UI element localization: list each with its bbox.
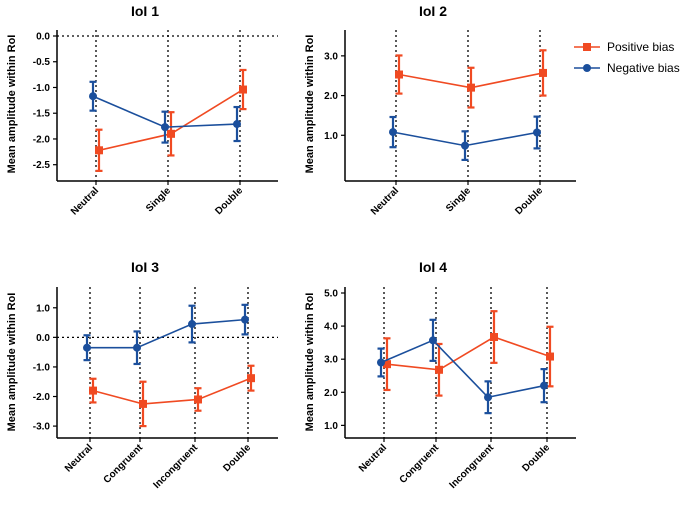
data-point-positive <box>239 85 247 94</box>
data-point-positive <box>139 399 147 408</box>
data-point-negative <box>161 123 169 132</box>
panel-title: IoI 1 <box>131 3 159 19</box>
y-axis-label: Mean amplitude within RoI <box>6 35 18 174</box>
data-point-positive <box>539 68 547 77</box>
y-tick-label: 2.0 <box>324 91 338 102</box>
legend-negative-label: Negative bias <box>607 61 680 75</box>
panel-ioi-2: IoI 2 Mean amplitude within RoI 1.0 2.0 3.… <box>304 3 576 217</box>
y-tick-label: 3.0 <box>324 355 338 366</box>
data-point-negative <box>133 343 141 352</box>
y-tick-label: 1.0 <box>324 131 338 142</box>
data-point-positive <box>194 395 202 404</box>
data-point-positive <box>546 352 554 361</box>
series-line <box>380 339 545 399</box>
y-tick-label: 0.0 <box>36 32 50 43</box>
y-tick-label: -1.0 <box>33 362 51 373</box>
data-point-positive <box>435 365 443 374</box>
x-tick-label: Single <box>144 185 173 214</box>
y-tick-label: -2.0 <box>33 392 51 403</box>
data-point-negative <box>241 315 249 324</box>
x-tick-label: Double <box>221 442 253 474</box>
y-tick-label: 1.0 <box>324 421 338 432</box>
y-tick-label: -2.5 <box>33 160 51 171</box>
x-tick-label: Neutral <box>69 185 101 217</box>
data-point-negative <box>83 343 91 352</box>
data-point-positive <box>383 360 391 369</box>
data-point-negative <box>533 128 541 137</box>
y-tick-label: 0.0 <box>36 333 50 344</box>
data-point-negative <box>484 393 492 402</box>
panel-title: IoI 2 <box>419 3 447 19</box>
y-tick-label: 4.0 <box>324 322 338 333</box>
data-point-negative <box>389 128 397 137</box>
y-tick-label: -0.5 <box>33 57 51 68</box>
y-axis-label: Mean amplitude within RoI <box>304 293 316 432</box>
legend-negative-marker <box>583 64 591 72</box>
x-tick-label: Neutral <box>369 185 401 217</box>
data-point-negative <box>461 141 469 150</box>
data-point-negative <box>188 320 196 329</box>
y-tick-label: 1.0 <box>36 303 50 314</box>
x-tick-label: Neutral <box>63 442 95 474</box>
series-line <box>386 336 551 371</box>
y-tick-label: -1.0 <box>33 83 51 94</box>
series-line <box>92 377 252 405</box>
data-point-positive <box>490 333 498 342</box>
y-tick-label: 2.0 <box>324 388 338 399</box>
panel-ioi-4: IoI 4 Mean amplitude within RoI 1.0 2.0 3.… <box>304 259 576 491</box>
series-line <box>87 318 246 349</box>
x-tick-label: Double <box>213 185 245 217</box>
y-axis-label: Mean amplitude within RoI <box>304 35 316 174</box>
data-point-positive <box>95 146 103 155</box>
legend: Positive bias Negative bias <box>574 40 680 75</box>
legend-positive-marker <box>583 43 591 51</box>
panel-title: IoI 3 <box>131 259 159 275</box>
x-tick-label: Neutral <box>357 442 389 474</box>
x-tick-label: Incongruent <box>447 442 496 491</box>
y-tick-label: -1.5 <box>33 109 51 120</box>
data-point-negative <box>540 381 548 390</box>
y-tick-label: 3.0 <box>324 51 338 62</box>
y-axis-label: Mean amplitude within RoI <box>6 293 18 432</box>
y-tick-label: 5.0 <box>324 289 338 300</box>
data-point-negative <box>429 336 437 345</box>
data-point-negative <box>89 92 97 101</box>
legend-positive-label: Positive bias <box>607 40 674 54</box>
panel-ioi-3: IoI 3 Mean amplitude within RoI 1.0 0.0 -1… <box>6 259 278 491</box>
data-point-positive <box>247 374 255 383</box>
panel-title: IoI 4 <box>419 259 447 275</box>
data-point-positive <box>395 70 403 79</box>
x-tick-label: Congruent <box>398 442 442 486</box>
y-tick-label: -3.0 <box>33 422 51 433</box>
data-point-positive <box>89 386 97 395</box>
x-tick-label: Incongruent <box>151 442 200 491</box>
data-point-negative <box>377 358 385 367</box>
data-point-positive <box>467 83 475 92</box>
x-tick-label: Double <box>520 442 552 474</box>
x-tick-label: Congruent <box>102 442 146 486</box>
data-point-positive <box>167 129 175 138</box>
y-tick-label: -2.0 <box>33 134 51 145</box>
x-tick-label: Double <box>513 185 545 217</box>
x-tick-label: Single <box>444 185 473 214</box>
panel-ioi-1: IoI 1 Mean amplitude within RoI 0.0 -0.5 -… <box>6 3 278 217</box>
data-point-negative <box>233 120 241 129</box>
